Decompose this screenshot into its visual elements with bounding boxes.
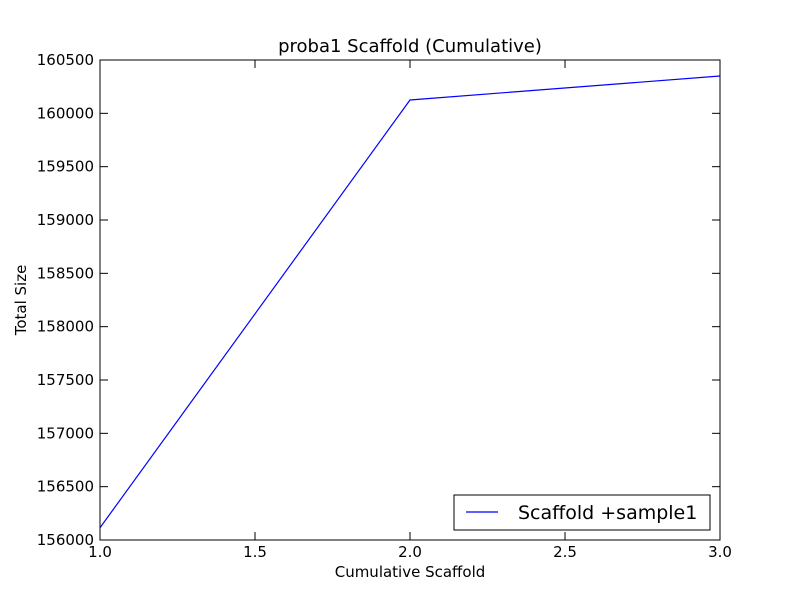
- y-axis-title: Total Size: [12, 265, 30, 337]
- y-tick-label: 160500: [37, 51, 94, 69]
- y-tick-label: 160000: [37, 104, 94, 122]
- y-tick-label: 157000: [37, 424, 94, 442]
- x-tick-label: 1.5: [243, 543, 267, 561]
- y-tick-label: 156000: [37, 531, 94, 549]
- plot-frame: [99, 59, 721, 541]
- y-tick-label: 157500: [37, 371, 94, 389]
- y-tick-label: 159500: [37, 158, 94, 176]
- x-tick-label: 2.5: [553, 543, 577, 561]
- series-layer: [99, 75, 721, 529]
- y-tick-label: 158500: [37, 264, 94, 282]
- x-axis: 1.0 1.5 2.0 2.5 3.0: [88, 60, 732, 561]
- x-axis-title: Cumulative Scaffold: [335, 563, 486, 581]
- x-tick-label: 1.0: [88, 543, 112, 561]
- y-tick-label: 158000: [37, 318, 94, 336]
- y-tick-label: 156500: [37, 478, 94, 496]
- series-line-0: [99, 75, 721, 529]
- y-axis: 156000 156500 157000 157500 158000 158500 1590…: [37, 51, 720, 549]
- chart-title: proba1 Scaffold (Cumulative): [278, 36, 542, 57]
- legend: Scaffold +sample1: [453, 494, 711, 531]
- legend-label: Scaffold +sample1: [518, 502, 697, 524]
- x-tick-label: 2.0: [398, 543, 422, 561]
- x-tick-label: 3.0: [708, 543, 732, 561]
- y-tick-label: 159000: [37, 211, 94, 229]
